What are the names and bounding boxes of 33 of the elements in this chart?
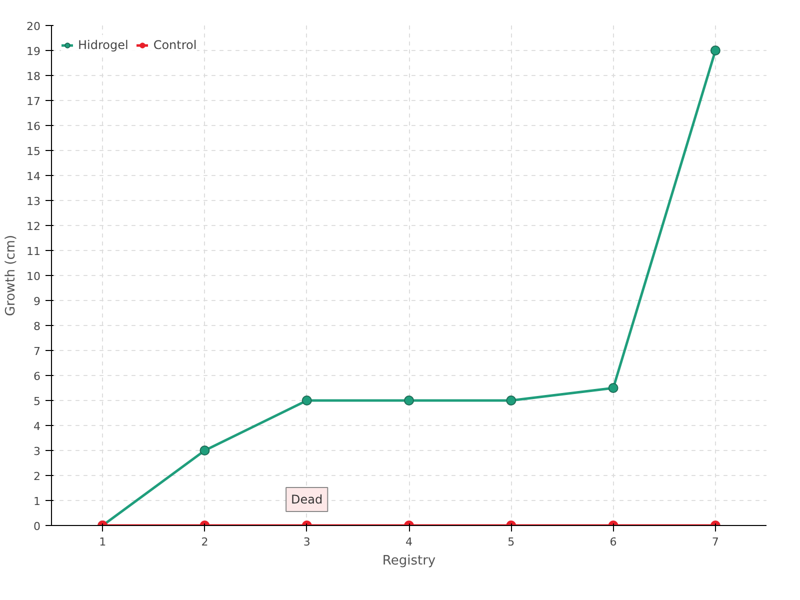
y-tick-label: 13 (26, 195, 41, 208)
y-tick-label: 15 (26, 145, 41, 158)
y-tick-label: 14 (26, 170, 41, 183)
y-tick-label: 3 (34, 445, 40, 458)
y-tick-label: 7 (34, 345, 40, 358)
y-tick-label: 5 (34, 395, 40, 408)
x-tick-label: 6 (610, 536, 617, 548)
x-tick-label: 2 (201, 536, 208, 548)
y-tick-label: 6 (34, 370, 40, 383)
y-tick-label: 1 (34, 495, 40, 508)
y-tick-label: 8 (34, 320, 40, 333)
annotation: Dead (291, 492, 323, 506)
y-tick-label: 18 (26, 70, 41, 83)
y-tick-label: 16 (26, 120, 41, 133)
legend-label: Hidrogel (78, 38, 128, 52)
legend-label: Control (153, 38, 197, 52)
x-tick-label: 3 (303, 536, 310, 548)
x-tick-label: 7 (712, 536, 719, 548)
y-tick-label: 12 (26, 220, 41, 233)
y-axis-title: Growth (cm) (4, 234, 19, 316)
y-tick-label: 4 (34, 420, 40, 433)
y-tick-label: 19 (26, 45, 41, 58)
y-tick-label: 17 (26, 95, 41, 108)
y-tick-label: 20 (26, 20, 41, 33)
y-tick-label: 9 (34, 295, 40, 308)
x-tick-label: 1 (99, 536, 106, 548)
y-tick-label: 2 (34, 470, 40, 483)
x-tick-label: 5 (508, 536, 515, 548)
x-axis-title: Registry (382, 554, 436, 568)
x-tick-label: 4 (406, 536, 412, 548)
y-tick-label: 0 (34, 520, 40, 533)
y-tick-label: 11 (26, 245, 41, 258)
y-tick-label: 10 (26, 270, 41, 283)
